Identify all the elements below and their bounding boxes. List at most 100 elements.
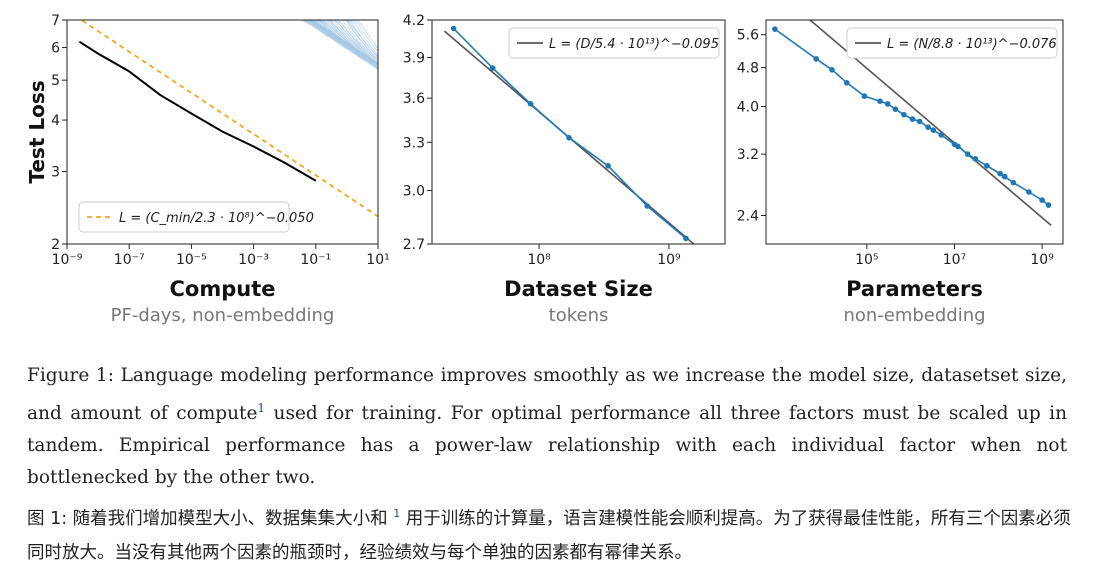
x-axis-title: Compute <box>170 277 276 301</box>
x-tick-label: 10⁸ <box>527 252 551 268</box>
data-point <box>489 65 496 71</box>
footnote-marker-zh[interactable]: 1 <box>393 507 401 520</box>
data-point <box>972 156 979 162</box>
legend-label: L = (N/8.8 · 10¹³)^−0.076 <box>887 37 1057 52</box>
data-point <box>772 26 778 32</box>
training-curve <box>155 20 315 27</box>
data-point <box>1045 202 1052 208</box>
footnote-marker[interactable]: 1 <box>257 401 266 415</box>
y-tick-label: 7 <box>51 13 60 29</box>
plot-area <box>78 20 378 218</box>
training-curve <box>262 20 378 67</box>
y-tick-label: 4.8 <box>737 61 759 77</box>
training-curves <box>98 20 378 71</box>
caption-zh-text-2: 用于训练的计算量，语言建模性能会顺利提高。为了获得最佳性能，所有三个因素必须同时… <box>27 508 1071 563</box>
data-point <box>884 101 891 107</box>
x-tick-label: 10⁻³ <box>238 252 269 268</box>
data-point <box>909 116 916 122</box>
training-curve <box>284 20 378 62</box>
y-tick-label: 2.7 <box>403 237 425 253</box>
data-point <box>877 98 883 104</box>
y-tick-label: 3.9 <box>403 51 425 67</box>
plot-area <box>443 25 695 244</box>
dataset-panel: 10⁸ 10⁹ 2.7 3.0 3.3 3.6 3.9 4.2 Dataset Size toke… <box>403 13 726 326</box>
training-curve <box>294 20 378 62</box>
y-tick-label: 3.2 <box>737 147 759 163</box>
x-axis-title: Parameters <box>846 277 983 301</box>
data-point <box>1039 197 1045 203</box>
power-law-fit-line <box>808 20 1052 227</box>
training-curve <box>169 20 329 38</box>
data-point <box>964 151 971 157</box>
x-tick-label: 10¹ <box>366 252 389 268</box>
data-point <box>813 56 819 62</box>
x-axis-subtitle: PF-days, non-embedding <box>111 305 335 326</box>
data-point <box>861 93 868 99</box>
axes-frame <box>765 19 1064 245</box>
y-tick-label: 6 <box>51 41 60 57</box>
training-curve <box>151 20 311 26</box>
y-tick-label: 2.4 <box>737 209 759 225</box>
data-point <box>450 25 457 32</box>
x-tick-label: 10⁻⁹ <box>52 252 83 268</box>
data-point <box>844 80 850 86</box>
data-point <box>901 111 907 118</box>
legend-label: L = (C_min/2.3 · 10⁸)^−0.050 <box>119 211 314 226</box>
data-point <box>916 118 923 125</box>
y-tick-label: 5 <box>51 73 60 89</box>
y-tick-label: 4.2 <box>403 13 425 29</box>
y-tick-label: 3.0 <box>403 184 425 200</box>
parameters-panel: 10⁵ 10⁷ 10⁹ 2.4 3.2 4.0 4.8 5.6 Parameters non-em… <box>737 19 1064 326</box>
training-curve <box>223 20 378 71</box>
x-axis-subtitle: non-embedding <box>843 305 985 326</box>
data-point <box>997 170 1003 177</box>
data-point <box>644 203 650 209</box>
compute-panel: 10⁻⁹ 10⁻⁷ 10⁻⁵ 10⁻³ 10⁻¹ 10¹ 2 3 4 5 6 7 Compute PF-d… <box>25 13 390 326</box>
data-point <box>892 106 899 112</box>
y-tick-label: 3.6 <box>403 91 425 107</box>
legend-box <box>846 27 1058 59</box>
x-axis-subtitle: tokens <box>549 305 609 326</box>
training-curve <box>280 20 378 65</box>
figure-panels: 10⁻⁹ 10⁻⁷ 10⁻⁵ 10⁻³ 10⁻¹ 10¹ 2 3 4 5 6 7 Compute PF-d… <box>25 13 1064 326</box>
data-point <box>527 101 534 107</box>
plot-area <box>772 20 1052 227</box>
data-point <box>1026 189 1032 195</box>
x-tick-label: 10⁵ <box>855 252 878 268</box>
x-axis-title: Dataset Size <box>504 277 653 301</box>
training-curve <box>158 20 318 28</box>
x-tick-label: 10⁻⁷ <box>114 252 145 268</box>
y-axis-title: Test Loss <box>25 80 49 183</box>
training-curve <box>166 20 325 30</box>
data-point <box>955 143 961 150</box>
y-tick-label: 3 <box>51 165 60 181</box>
x-tick-label: 10⁻⁵ <box>176 252 207 268</box>
training-curve <box>276 20 378 67</box>
data-point <box>930 127 937 133</box>
training-curve <box>266 20 378 66</box>
axes-frame <box>431 19 726 245</box>
x-tick-label: 10⁹ <box>657 252 681 268</box>
caption-en-text-1: Figure 1: Language modeling performance … <box>27 365 1067 425</box>
data-point <box>938 132 945 138</box>
training-curve <box>230 20 378 68</box>
y-tick-label: 4 <box>51 113 60 129</box>
axes-frame <box>66 19 379 245</box>
caption-zh-text-1: 图 1: 随着我们增加模型大小、数据集集大小和 <box>27 508 394 529</box>
training-curve <box>205 20 365 61</box>
data-point <box>925 124 931 130</box>
data-point <box>683 235 689 242</box>
data-point <box>1010 179 1017 186</box>
data-point <box>566 134 572 141</box>
data-point <box>984 163 990 169</box>
training-curve <box>291 20 378 58</box>
data-point <box>1001 173 1008 180</box>
compute-frontier-line <box>78 40 317 182</box>
power-law-fit-line <box>79 20 378 218</box>
y-tick-label: 2 <box>51 237 60 253</box>
training-curve <box>162 20 322 29</box>
figure-caption-english: Figure 1: Language modeling performance … <box>27 360 1067 494</box>
data-point <box>829 67 835 73</box>
legend-box <box>508 27 720 59</box>
data-point <box>605 163 611 169</box>
